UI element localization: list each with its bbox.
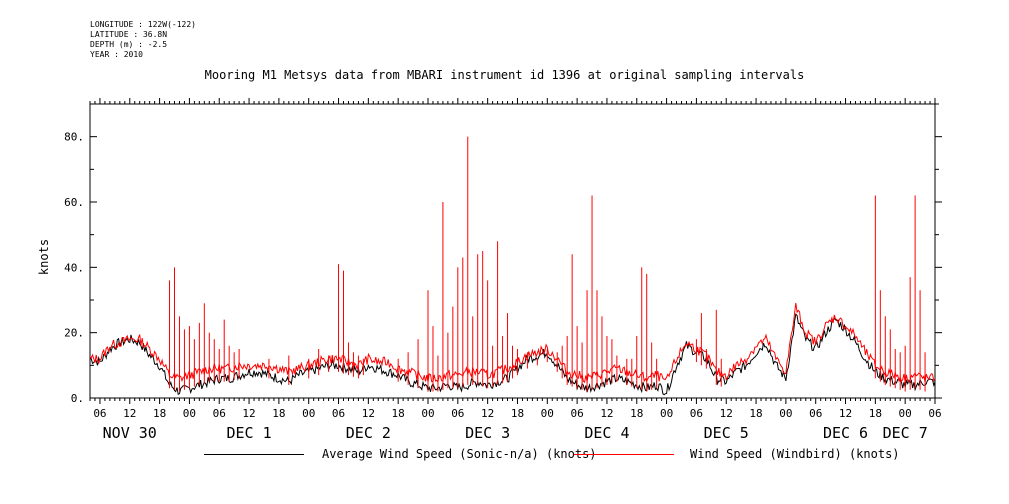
x-tick-label: 00 — [660, 407, 673, 420]
x-tick-label: 12 — [839, 407, 852, 420]
legend-line-average — [204, 454, 304, 455]
x-day-label: DEC 6 — [823, 424, 868, 442]
x-tick-label: 18 — [630, 407, 643, 420]
x-tick-label: 12 — [600, 407, 613, 420]
x-tick-label: 18 — [869, 407, 882, 420]
x-day-label: DEC 2 — [346, 424, 391, 442]
metadata-block: LONGITUDE : 122W(-122) LATITUDE : 36.8N … — [90, 20, 196, 60]
x-tick-label: 12 — [242, 407, 255, 420]
y-tick-label: 0. — [71, 392, 84, 405]
legend-label-windbird: Wind Speed (Windbird) (knots) — [690, 447, 900, 461]
longitude-text: LONGITUDE : 122W(-122) — [90, 20, 196, 29]
x-tick-label: 00 — [302, 407, 315, 420]
x-tick-label: 06 — [451, 407, 464, 420]
chart-title: Mooring M1 Metsys data from MBARI instru… — [204, 68, 805, 82]
latitude-text: LATITUDE : 36.8N — [90, 30, 168, 39]
x-tick-label: 12 — [362, 407, 375, 420]
x-tick-label: 06 — [690, 407, 703, 420]
x-tick-label: 00 — [421, 407, 434, 420]
y-axis-label: knots — [37, 239, 51, 275]
x-tick-label: 00 — [899, 407, 912, 420]
y-tick-label: 80. — [64, 131, 84, 144]
x-day-label: DEC 7 — [883, 424, 928, 442]
legend-label-average: Average Wind Speed (Sonic-n/a) (knots) — [322, 447, 597, 461]
x-day-label: DEC 3 — [465, 424, 510, 442]
x-day-label: DEC 5 — [704, 424, 749, 442]
x-tick-label: 12 — [720, 407, 733, 420]
depth-text: DEPTH (m) : -2.5 — [90, 40, 168, 49]
x-day-label: DEC 4 — [584, 424, 629, 442]
x-tick-label: 00 — [183, 407, 196, 420]
x-tick-label: 12 — [481, 407, 494, 420]
x-tick-label: 18 — [392, 407, 405, 420]
x-tick-label: 00 — [541, 407, 554, 420]
x-tick-label: 06 — [570, 407, 583, 420]
x-tick-label: 18 — [153, 407, 166, 420]
x-tick-label: 06 — [928, 407, 941, 420]
x-tick-label: 06 — [213, 407, 226, 420]
y-tick-label: 40. — [64, 261, 84, 274]
x-tick-label: 00 — [779, 407, 792, 420]
y-tick-label: 60. — [64, 196, 84, 209]
x-tick-label: 18 — [272, 407, 285, 420]
x-tick-label: 18 — [511, 407, 524, 420]
legend-line-windbird — [574, 454, 674, 455]
x-day-label: NOV 30 — [103, 424, 157, 442]
x-tick-label: 06 — [809, 407, 822, 420]
legend: Average Wind Speed (Sonic-n/a) (knots) W… — [0, 446, 1009, 466]
x-day-label: DEC 1 — [226, 424, 271, 442]
x-tick-label: 12 — [123, 407, 136, 420]
x-tick-label: 06 — [332, 407, 345, 420]
x-tick-label: 06 — [93, 407, 106, 420]
year-text: YEAR : 2010 — [90, 50, 143, 59]
y-tick-label: 20. — [64, 327, 84, 340]
x-tick-label: 18 — [749, 407, 762, 420]
